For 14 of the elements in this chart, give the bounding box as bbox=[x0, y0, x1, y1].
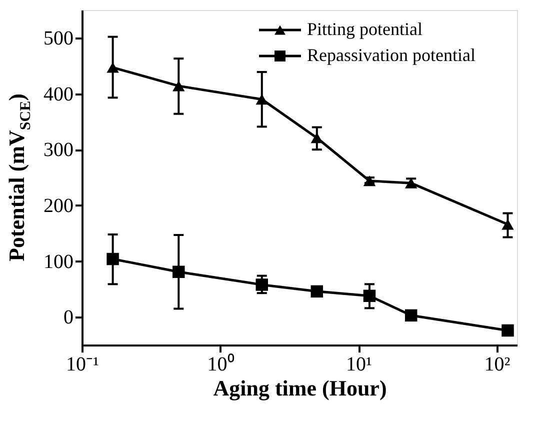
x-tick-label: 10⁻¹ bbox=[66, 354, 99, 376]
y-tick-label: 300 bbox=[44, 139, 74, 162]
legend-label: Pitting potential bbox=[307, 19, 422, 39]
legend-label: Repassivation potential bbox=[307, 45, 476, 65]
y-tick-label: 0 bbox=[64, 306, 74, 329]
y-tick-label: 500 bbox=[44, 27, 74, 50]
y-tick-label: 400 bbox=[44, 83, 74, 106]
x-tick-label: 10⁰ bbox=[207, 352, 234, 376]
y-tick-label: 200 bbox=[44, 194, 74, 217]
x-tick-label: 10¹ bbox=[346, 354, 372, 376]
x-tick-label: 10² bbox=[484, 354, 510, 376]
y-tick-label: 100 bbox=[44, 250, 74, 273]
x-axis-title: Aging time (Hour) bbox=[213, 376, 387, 400]
y-axis-title: Potential (mVSCE) bbox=[4, 94, 34, 262]
